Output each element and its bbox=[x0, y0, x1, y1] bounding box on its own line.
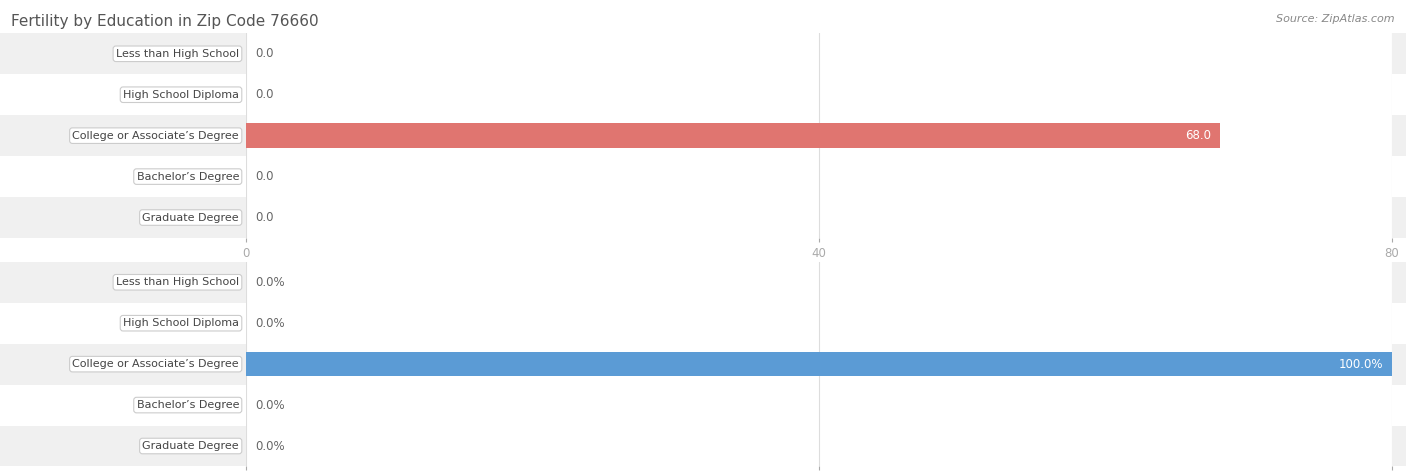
Text: Bachelor’s Degree: Bachelor’s Degree bbox=[136, 400, 239, 410]
Text: High School Diploma: High School Diploma bbox=[122, 318, 239, 328]
Text: 0.0%: 0.0% bbox=[256, 398, 285, 412]
Text: Less than High School: Less than High School bbox=[115, 49, 239, 59]
Text: 0.0: 0.0 bbox=[256, 170, 274, 183]
Text: 0.0: 0.0 bbox=[256, 211, 274, 224]
Text: Bachelor’s Degree: Bachelor’s Degree bbox=[136, 171, 239, 182]
Text: 100.0%: 100.0% bbox=[1339, 357, 1382, 371]
Text: College or Associate’s Degree: College or Associate’s Degree bbox=[72, 359, 239, 369]
Text: 0.0%: 0.0% bbox=[256, 276, 285, 289]
Bar bbox=[246, 123, 1220, 148]
Text: 0.0: 0.0 bbox=[256, 47, 274, 60]
Text: 0.0: 0.0 bbox=[256, 88, 274, 101]
Text: Source: ZipAtlas.com: Source: ZipAtlas.com bbox=[1277, 14, 1395, 24]
Text: 68.0: 68.0 bbox=[1185, 129, 1211, 142]
Bar bbox=[246, 352, 1392, 377]
Text: High School Diploma: High School Diploma bbox=[122, 89, 239, 100]
Text: Graduate Degree: Graduate Degree bbox=[142, 441, 239, 451]
Text: Less than High School: Less than High School bbox=[115, 277, 239, 288]
Text: Fertility by Education in Zip Code 76660: Fertility by Education in Zip Code 76660 bbox=[11, 14, 319, 30]
Text: 0.0%: 0.0% bbox=[256, 439, 285, 453]
Text: Graduate Degree: Graduate Degree bbox=[142, 212, 239, 223]
Text: College or Associate’s Degree: College or Associate’s Degree bbox=[72, 130, 239, 141]
Text: 0.0%: 0.0% bbox=[256, 317, 285, 330]
